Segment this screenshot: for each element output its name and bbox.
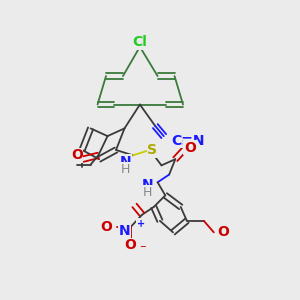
- Text: +: +: [137, 219, 145, 229]
- Text: H: H: [121, 163, 130, 176]
- Text: N: N: [142, 178, 154, 192]
- Text: O: O: [125, 238, 136, 252]
- Text: N: N: [119, 224, 131, 238]
- Text: O: O: [71, 148, 83, 162]
- Text: ⁻: ⁻: [139, 244, 146, 256]
- Text: Cl: Cl: [133, 35, 147, 49]
- Text: O: O: [184, 141, 196, 155]
- Text: O: O: [100, 220, 112, 234]
- Text: H: H: [143, 186, 152, 199]
- Text: O: O: [218, 225, 230, 239]
- Text: C≡N: C≡N: [172, 134, 205, 148]
- Text: N: N: [119, 154, 131, 169]
- Text: S: S: [147, 143, 157, 157]
